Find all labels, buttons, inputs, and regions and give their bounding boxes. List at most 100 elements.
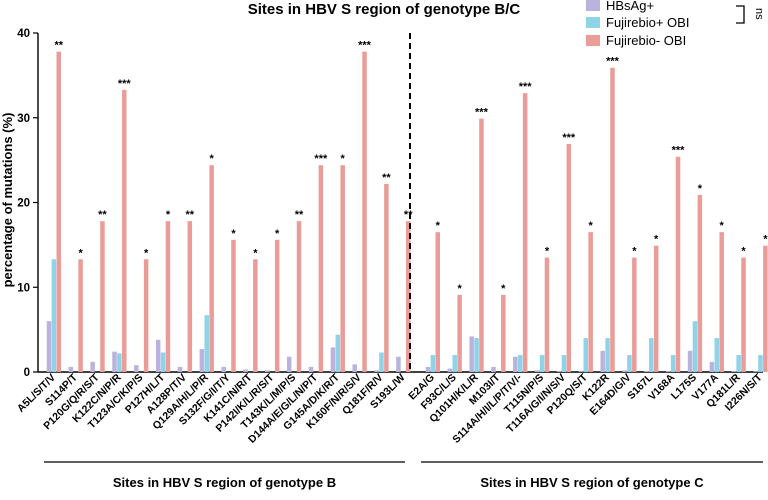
bar xyxy=(134,365,139,372)
y-tick-label: 20 xyxy=(17,198,30,210)
bar xyxy=(352,364,357,372)
bar xyxy=(622,370,627,372)
bar xyxy=(670,355,676,372)
bar xyxy=(187,221,193,372)
significance-label: ** xyxy=(382,172,391,184)
bar xyxy=(731,371,736,372)
bar xyxy=(286,356,292,372)
bar xyxy=(736,355,741,372)
bar xyxy=(112,351,117,372)
bar xyxy=(665,371,671,372)
bar xyxy=(308,366,314,372)
bar xyxy=(719,232,724,372)
legend-ns-label: ns xyxy=(753,8,765,20)
legend-label-hbsag: HBsAg+ xyxy=(606,0,654,13)
bar xyxy=(452,355,457,372)
bar xyxy=(362,51,367,373)
significance-label: * xyxy=(275,228,280,240)
bar xyxy=(447,368,453,372)
legend-swatch-hbsag xyxy=(586,0,600,11)
y-tick-label: 0 xyxy=(24,367,30,379)
bar xyxy=(479,118,484,372)
bar xyxy=(122,89,127,372)
bar xyxy=(340,165,345,372)
significance-label: *** xyxy=(562,132,576,144)
bar xyxy=(46,321,52,372)
bar xyxy=(605,338,610,372)
bar xyxy=(741,257,746,372)
bar xyxy=(692,321,698,372)
bar xyxy=(649,338,654,372)
bar xyxy=(90,361,95,372)
bar xyxy=(600,350,605,372)
bar xyxy=(517,355,523,372)
legend-swatch-fujirebio-negative xyxy=(586,35,600,46)
bar xyxy=(379,352,384,372)
group-label: Sites in HBV S region of genotype C xyxy=(480,475,704,490)
significance-label: *** xyxy=(314,153,328,165)
significance-label: * xyxy=(632,246,637,258)
bar xyxy=(632,257,637,372)
bar xyxy=(374,370,379,372)
significance-label: ** xyxy=(404,209,413,221)
significance-label: ** xyxy=(98,209,107,221)
bar xyxy=(243,369,248,372)
bar xyxy=(644,371,649,372)
legend-swatch-fujirebio-positive xyxy=(586,17,600,28)
bar xyxy=(155,339,161,372)
bar xyxy=(430,355,436,372)
significance-label: * xyxy=(341,153,346,165)
y-tick-label: 10 xyxy=(17,282,30,294)
bar xyxy=(221,366,226,372)
bar xyxy=(384,183,389,372)
y-tick-label: 40 xyxy=(17,28,30,40)
significance-label: * xyxy=(741,246,746,258)
significance-label: * xyxy=(210,153,215,165)
bar xyxy=(758,355,763,372)
bar xyxy=(544,257,550,372)
bar xyxy=(204,315,209,372)
chart-title: Sites in HBV S region of genotype B/C xyxy=(248,1,521,18)
significance-label: * xyxy=(144,247,149,259)
bar xyxy=(68,366,74,372)
bar xyxy=(653,245,659,372)
significance-label: * xyxy=(253,247,258,259)
bar xyxy=(425,366,431,372)
significance-label: * xyxy=(763,234,768,246)
bar xyxy=(501,294,506,372)
significance-label: * xyxy=(720,220,725,232)
bar xyxy=(763,245,768,372)
bar xyxy=(160,352,166,372)
bar xyxy=(51,259,57,372)
bar xyxy=(330,347,336,372)
bar xyxy=(78,259,83,372)
legend: HBsAg+ Fujirebio+ OBI Fujirebio- OBI ns xyxy=(586,0,765,48)
significance-label: *** xyxy=(606,56,620,68)
significance-label: * xyxy=(78,247,83,259)
bar xyxy=(335,334,341,372)
bar xyxy=(556,371,562,372)
bar xyxy=(469,336,474,372)
bar xyxy=(534,370,540,372)
significance-label: *** xyxy=(672,145,686,157)
bar xyxy=(435,232,441,372)
bar xyxy=(539,355,545,372)
significance-label: * xyxy=(436,220,441,232)
significance-label: *** xyxy=(519,81,533,93)
plot-area: 010203040**A5L/S/T/V*S114P/T**P120G/Q/R/… xyxy=(15,28,768,490)
bar xyxy=(143,259,149,372)
bar xyxy=(396,356,401,372)
significance-label: *** xyxy=(118,78,132,90)
bar xyxy=(265,370,270,372)
significance-label: *** xyxy=(358,40,372,52)
bar xyxy=(709,361,715,372)
bar xyxy=(318,165,324,372)
significance-label: ** xyxy=(295,209,304,221)
bar xyxy=(583,338,588,372)
bar xyxy=(675,156,681,372)
bar xyxy=(117,353,122,372)
bar xyxy=(56,51,62,373)
bar xyxy=(687,350,693,372)
bar xyxy=(513,356,518,372)
